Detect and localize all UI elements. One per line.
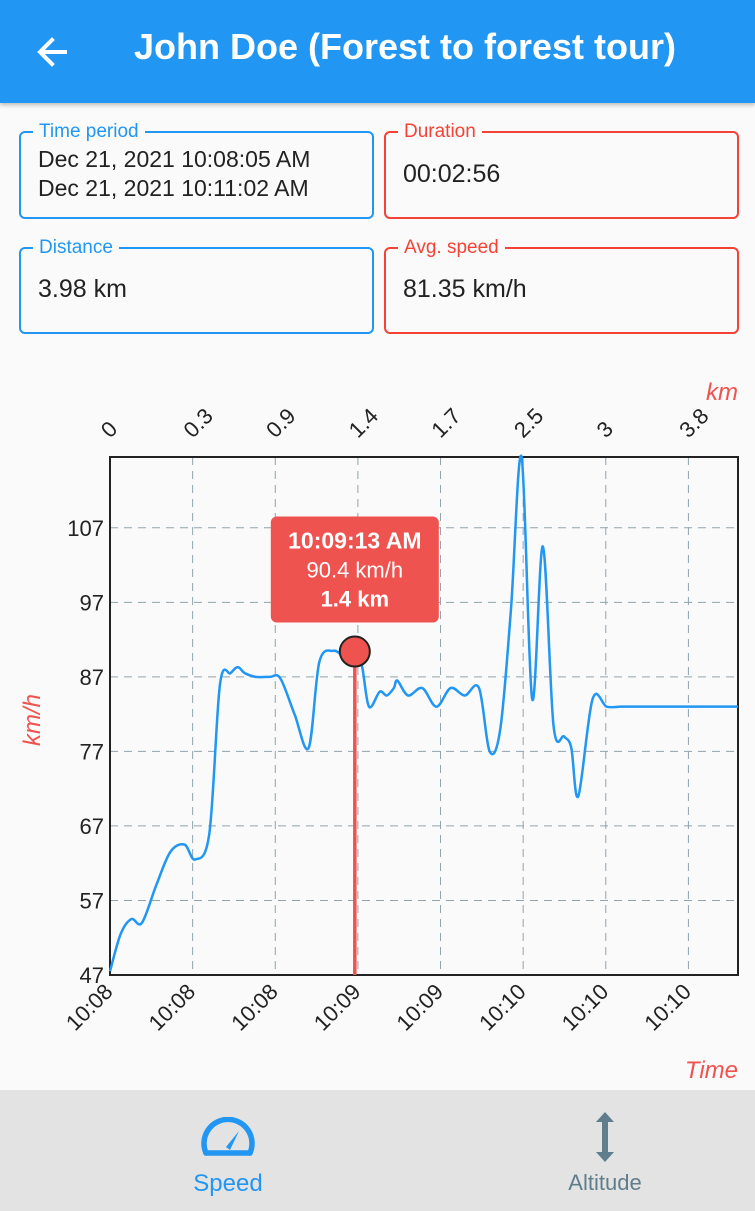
x-tick-label: 10:10 — [474, 979, 531, 1036]
y-tick-label: 77 — [80, 739, 104, 764]
back-button[interactable] — [30, 30, 74, 74]
x2-tick-label: 0 — [96, 416, 122, 442]
tooltip-box — [270, 516, 439, 623]
duration-field: Duration 00:02:56 — [384, 122, 739, 219]
app-bar: John Doe (Forest to forest tour) — [0, 0, 755, 103]
speed-series-line — [108, 454, 738, 972]
time-period-start: Dec 21, 2021 10:08:05 AM — [38, 146, 311, 172]
x2-tick-label: 2.5 — [509, 403, 548, 442]
x2-tick-label: 3.8 — [674, 403, 713, 442]
x-tick-label: 10:08 — [144, 979, 201, 1036]
time-period-label: Time period — [33, 122, 145, 142]
speed-chart[interactable]: 47 57 67 77 87 97 107 10:08 10:08 10:08 10:09 10:09… — [0, 360, 755, 1090]
plot-border — [109, 456, 739, 976]
arrow-back-icon — [37, 37, 67, 67]
y-tick-label: 97 — [80, 590, 104, 615]
avg-speed-label: Avg. speed — [398, 238, 505, 258]
tooltip-distance: 1.4 km — [321, 587, 390, 612]
x-tick-label: 10:10 — [639, 979, 696, 1036]
y-tick-label: 107 — [67, 516, 104, 541]
time-period-end: Dec 21, 2021 10:11:02 AM — [38, 175, 309, 201]
nav-item-altitude[interactable]: Altitude — [505, 1090, 705, 1211]
nav-label-speed: Speed — [193, 1170, 263, 1197]
x-axis-title: Time — [685, 1057, 738, 1084]
x-tick-label: 10:09 — [309, 979, 366, 1036]
page-title: John Doe (Forest to forest tour) — [134, 26, 676, 67]
x2-tick-label: 0.9 — [261, 403, 300, 442]
x-tick-label: 10:10 — [557, 979, 614, 1036]
x2-tick-label: 1.4 — [344, 403, 383, 442]
distance-label: Distance — [33, 238, 119, 258]
avg-speed-field: Avg. speed 81.35 km/h — [384, 238, 739, 334]
y-axis-title: km/h — [19, 694, 46, 746]
bottom-navigation: Speed Altitude — [0, 1090, 755, 1211]
y-tick-label: 57 — [80, 888, 104, 913]
nav-item-speed[interactable]: Speed — [128, 1090, 328, 1211]
y-tick-label: 47 — [80, 963, 104, 988]
tooltip-speed: 90.4 km/h — [307, 558, 404, 583]
duration-value: 00:02:56 — [403, 160, 501, 188]
x-tick-label: 10:09 — [391, 979, 448, 1036]
speedometer-icon — [201, 1117, 255, 1156]
y-tick-label: 87 — [80, 665, 104, 690]
x2-axis-title: km — [706, 379, 738, 406]
distance-value: 3.98 km — [38, 275, 127, 303]
nav-label-altitude: Altitude — [568, 1170, 642, 1195]
y-tick-label: 67 — [80, 814, 104, 839]
highlight-marker-point — [338, 635, 371, 668]
x2-tick-label: 0.3 — [178, 403, 217, 442]
time-period-field: Time period Dec 21, 2021 10:08:05 AM Dec… — [19, 122, 374, 219]
avg-speed-value: 81.35 km/h — [403, 275, 527, 303]
x2-tick-label: 3 — [592, 416, 618, 442]
duration-label: Duration — [398, 122, 482, 142]
distance-field: Distance 3.98 km — [19, 238, 374, 334]
vertical-arrows-icon — [596, 1112, 614, 1162]
x-tick-label: 10:08 — [226, 979, 283, 1036]
x2-tick-label: 1.7 — [426, 403, 465, 442]
tooltip-time: 10:09:13 AM — [288, 528, 421, 554]
